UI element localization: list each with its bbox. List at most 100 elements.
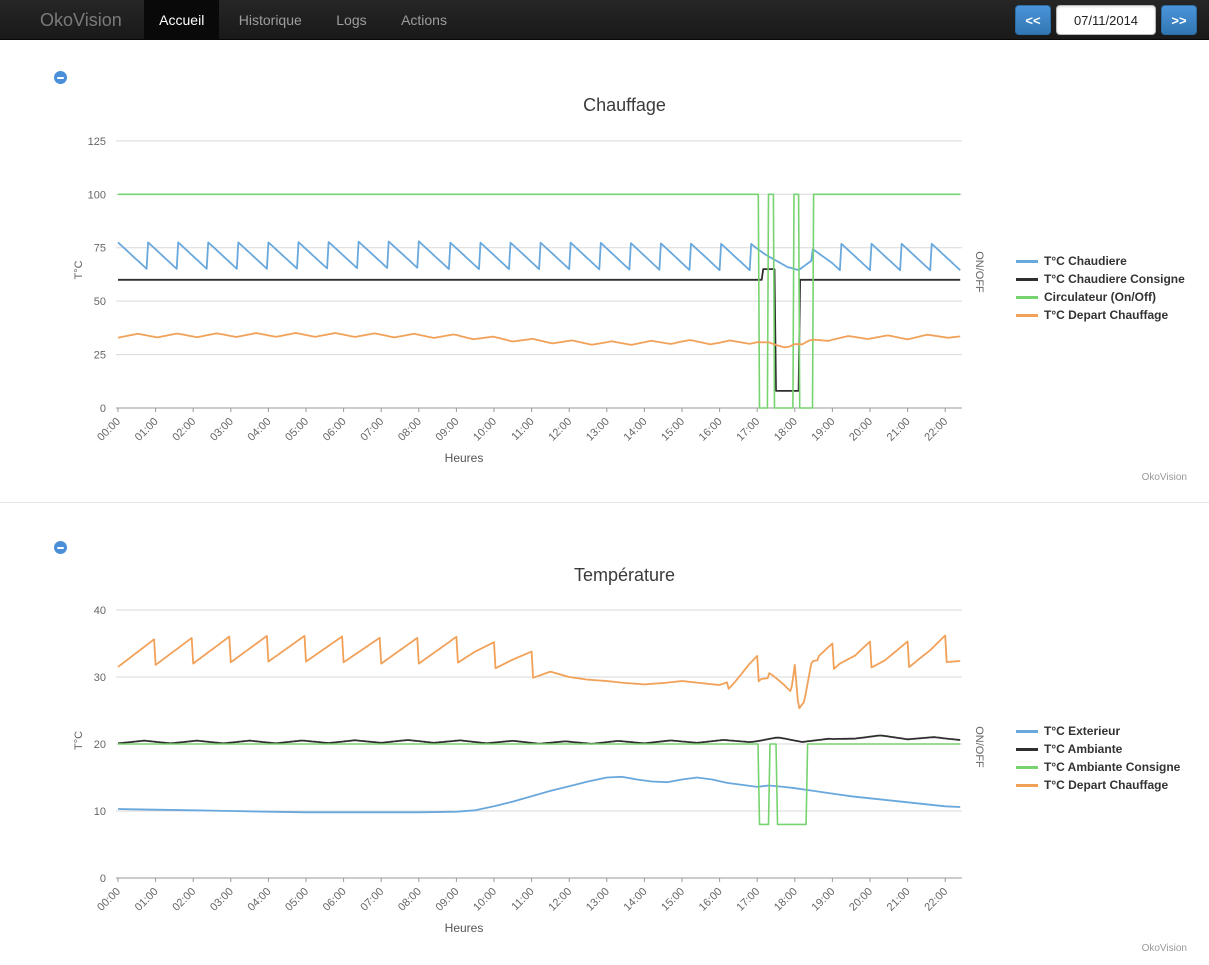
svg-text:18:00: 18:00 [772, 886, 800, 914]
legend-label: T°C Depart Chauffage [1044, 778, 1168, 792]
svg-text:21:00: 21:00 [885, 416, 913, 444]
svg-text:17:00: 17:00 [734, 886, 762, 914]
svg-text:00:00: 00:00 [95, 416, 123, 444]
svg-text:02:00: 02:00 [170, 886, 198, 914]
svg-text:15:00: 15:00 [659, 416, 687, 444]
svg-text:13:00: 13:00 [584, 416, 612, 444]
legend-item: T°C Chaudiere Consigne [1016, 270, 1201, 288]
svg-text:20:00: 20:00 [847, 416, 875, 444]
svg-text:18:00: 18:00 [772, 416, 800, 444]
svg-text:19:00: 19:00 [810, 886, 838, 914]
svg-text:07:00: 07:00 [358, 416, 386, 444]
y2-axis-label: ON/OFF [973, 251, 985, 293]
series-line-1 [118, 269, 960, 391]
x-tick-labels: 00:0001:0002:0003:0004:0005:0006:0007:00… [95, 878, 950, 914]
y-axis-label: T°C [73, 731, 85, 750]
watermark: OkoVision [1142, 472, 1187, 483]
svg-text:11:00: 11:00 [509, 416, 536, 443]
svg-text:16:00: 16:00 [697, 886, 725, 914]
legend-label: T°C Depart Chauffage [1044, 308, 1168, 322]
x-tick-labels: 00:0001:0002:0003:0004:0005:0006:0007:00… [95, 408, 950, 444]
legend-item: T°C Chaudiere [1016, 252, 1201, 270]
nav-menu: Accueil Historique Logs Actions [144, 0, 462, 40]
x-axis-label: Heures [445, 451, 484, 465]
svg-text:14:00: 14:00 [622, 886, 650, 914]
watermark: OkoVision [1142, 943, 1187, 954]
svg-text:0: 0 [100, 403, 106, 415]
svg-text:40: 40 [94, 605, 106, 617]
legend-item: T°C Ambiante [1016, 740, 1201, 758]
legend-item: T°C Depart Chauffage [1016, 776, 1201, 794]
svg-text:25: 25 [94, 350, 106, 362]
svg-text:50: 50 [94, 296, 106, 308]
svg-text:12:00: 12:00 [546, 416, 574, 444]
brand[interactable]: OkoVision [0, 0, 140, 40]
chart-legend: T°C Exterieur T°C Ambiante T°C Ambiante Co… [1016, 722, 1201, 794]
temperature-panel: Température 01020304000:0001:0002:0003:0… [0, 503, 1209, 965]
svg-text:75: 75 [94, 243, 106, 255]
gridlines [116, 141, 962, 408]
legend-label: T°C Ambiante [1044, 742, 1122, 756]
nav-item-logs[interactable]: Logs [321, 0, 381, 40]
svg-text:17:00: 17:00 [734, 416, 762, 444]
svg-text:01:00: 01:00 [133, 416, 161, 444]
legend-swatch [1016, 260, 1038, 263]
svg-text:07:00: 07:00 [358, 886, 386, 914]
svg-text:11:00: 11:00 [509, 886, 536, 913]
y-axis-label: T°C [73, 260, 85, 279]
svg-text:13:00: 13:00 [584, 886, 612, 914]
legend-label: Circulateur (On/Off) [1044, 290, 1156, 304]
svg-text:14:00: 14:00 [622, 416, 650, 444]
legend-item: T°C Exterieur [1016, 722, 1201, 740]
next-date-button[interactable]: >> [1161, 5, 1197, 35]
y-tick-labels: 010203040 [94, 605, 106, 885]
svg-text:04:00: 04:00 [246, 416, 274, 444]
prev-date-button[interactable]: << [1015, 5, 1051, 35]
date-controls: << >> [1015, 5, 1197, 35]
svg-text:05:00: 05:00 [283, 416, 311, 444]
series-line-3 [118, 636, 960, 709]
svg-text:09:00: 09:00 [434, 886, 462, 914]
chart-legend: T°C Chaudiere T°C Chaudiere Consigne Circu… [1016, 252, 1201, 324]
svg-text:08:00: 08:00 [396, 886, 424, 914]
x-axis-label: Heures [445, 921, 484, 935]
legend-label: T°C Chaudiere Consigne [1044, 272, 1185, 286]
svg-text:15:00: 15:00 [659, 886, 687, 914]
svg-text:10:00: 10:00 [471, 416, 499, 444]
nav-item-accueil[interactable]: Accueil [144, 0, 219, 40]
svg-text:21:00: 21:00 [885, 886, 913, 914]
chauffage-panel: Chauffage 025507510012500:0001:0002:0003… [0, 40, 1209, 503]
svg-text:16:00: 16:00 [697, 416, 725, 444]
legend-swatch [1016, 296, 1038, 299]
legend-item: T°C Depart Chauffage [1016, 306, 1201, 324]
navbar: OkoVision Accueil Historique Logs Action… [0, 0, 1209, 40]
svg-text:06:00: 06:00 [321, 886, 349, 914]
svg-text:05:00: 05:00 [283, 886, 311, 914]
svg-text:125: 125 [88, 136, 106, 148]
legend-label: T°C Chaudiere [1044, 254, 1127, 268]
legend-item: Circulateur (On/Off) [1016, 288, 1201, 306]
svg-text:01:00: 01:00 [133, 886, 161, 914]
svg-text:06:00: 06:00 [321, 416, 349, 444]
series-line-0 [118, 777, 960, 813]
nav-item-actions[interactable]: Actions [386, 0, 462, 40]
y-tick-labels: 0255075100125 [88, 136, 106, 415]
svg-text:02:00: 02:00 [170, 416, 198, 444]
nav-item-historique[interactable]: Historique [224, 0, 317, 40]
date-input[interactable] [1056, 5, 1156, 35]
legend-item: T°C Ambiante Consigne [1016, 758, 1201, 776]
svg-text:22:00: 22:00 [922, 886, 950, 914]
svg-text:08:00: 08:00 [396, 416, 424, 444]
svg-text:20: 20 [94, 739, 106, 751]
legend-swatch [1016, 314, 1038, 317]
svg-text:22:00: 22:00 [922, 416, 950, 444]
legend-swatch [1016, 730, 1038, 733]
legend-swatch [1016, 766, 1038, 769]
svg-text:12:00: 12:00 [546, 886, 574, 914]
svg-text:03:00: 03:00 [208, 886, 236, 914]
svg-text:0: 0 [100, 873, 106, 885]
svg-text:20:00: 20:00 [847, 886, 875, 914]
series-line-3 [118, 333, 960, 347]
svg-text:09:00: 09:00 [434, 416, 462, 444]
svg-text:30: 30 [94, 672, 106, 684]
